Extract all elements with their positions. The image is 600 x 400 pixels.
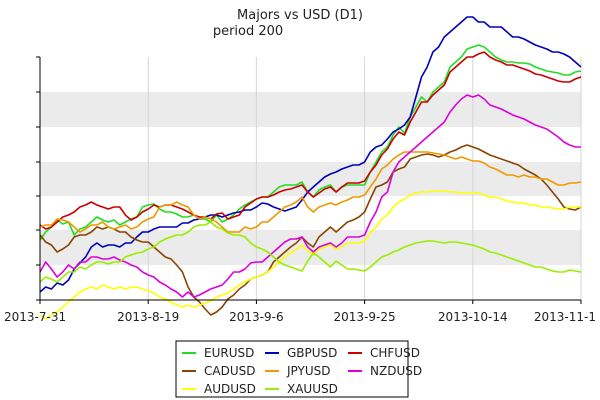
- series-line-xauusd: [39, 221, 582, 283]
- series-line-eurusd: [39, 44, 582, 241]
- legend-label: JPYUSD: [286, 364, 330, 378]
- x-tick-label: 2013-10-14: [438, 310, 508, 324]
- series-line-audusd: [39, 190, 581, 320]
- legend-label: GBPUSD: [287, 346, 337, 360]
- legend: EURUSD GBPUSD CHFUSD CADUSD JPYUSD NZDUSD AUDU…: [175, 340, 422, 398]
- legend-label: CHFUSD: [370, 346, 420, 360]
- chart-title: Majors vs USD (D1): [237, 8, 363, 23]
- legend-item-jpyusd: JPYUSD: [265, 364, 330, 378]
- x-tick-label: 2013-11-1: [534, 310, 596, 324]
- x-tick-label: 2013-8-19: [117, 310, 179, 324]
- series-lines: [39, 16, 582, 320]
- x-tick-labels: 2013-7-31 2013-8-19 2013-9-6 2013-9-25 2013-…: [4, 310, 596, 324]
- legend-label: NZDUSD: [370, 364, 422, 378]
- series-line-chfusd: [39, 51, 582, 230]
- series-line-gbpusd: [39, 16, 582, 293]
- x-tick-label: 2013-9-6: [229, 310, 283, 324]
- legend-item-nzdusd: NZDUSD: [348, 364, 422, 378]
- series-line-jpyusd: [39, 151, 582, 233]
- x-tick-label: 2013-7-31: [4, 310, 66, 324]
- series-line-nzdusd: [39, 94, 581, 298]
- legend-item-cadusd: CADUSD: [182, 364, 255, 378]
- legend-label: CADUSD: [204, 364, 255, 378]
- legend-item-chfusd: CHFUSD: [348, 346, 420, 360]
- legend-label: AUDUSD: [204, 382, 256, 396]
- grid-bands: [40, 92, 581, 265]
- chart-subtitle: period 200: [213, 24, 283, 39]
- legend-box: [175, 340, 409, 398]
- legend-item-xauusd: XAUUSD: [265, 382, 338, 396]
- legend-item-gbpusd: GBPUSD: [265, 346, 337, 360]
- x-tick-label: 2013-9-25: [334, 310, 396, 324]
- grid-band-1: [40, 92, 581, 127]
- axes: [36, 56, 582, 304]
- legend-label: EURUSD: [204, 346, 254, 360]
- grid-band-2: [40, 162, 581, 196]
- legend-item-eurusd: EURUSD: [182, 346, 254, 360]
- legend-label: XAUUSD: [287, 382, 338, 396]
- series-line-cadusd: [39, 144, 582, 316]
- legend-item-audusd: AUDUSD: [182, 382, 256, 396]
